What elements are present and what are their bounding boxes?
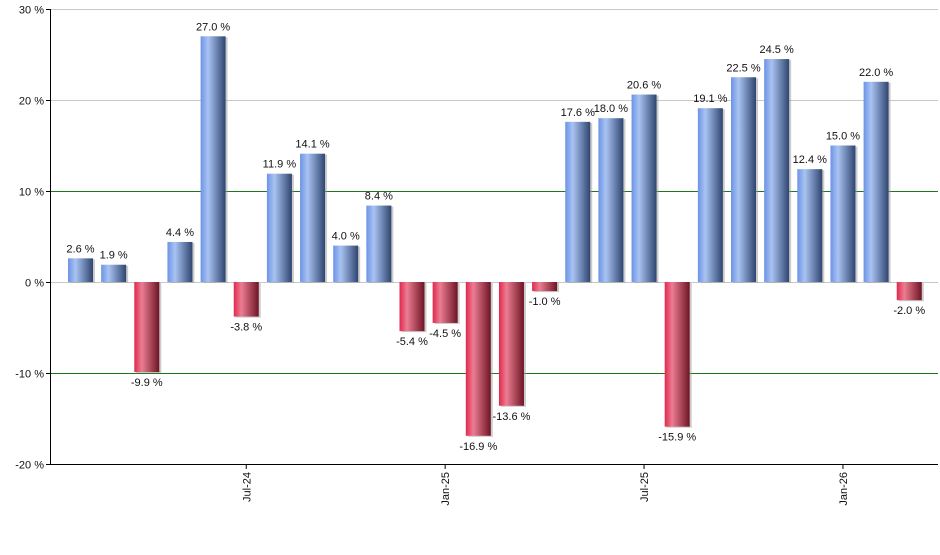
data-label: 12.4 % xyxy=(793,154,827,166)
bar xyxy=(664,282,690,427)
bar xyxy=(863,81,889,282)
bar xyxy=(134,282,160,373)
data-label: -9.9 % xyxy=(131,377,163,389)
data-label: -4.5 % xyxy=(429,328,461,340)
data-label: 4.4 % xyxy=(166,227,194,239)
bar xyxy=(830,145,856,282)
bar xyxy=(68,258,93,282)
y-tick-label: -20 % xyxy=(15,460,44,472)
data-label: -16.9 % xyxy=(459,441,497,453)
bar xyxy=(167,241,193,282)
bar xyxy=(101,264,127,282)
data-label: 8.4 % xyxy=(365,191,393,203)
data-label: -15.9 % xyxy=(658,432,696,444)
data-label: 15.0 % xyxy=(826,131,860,143)
data-label: 24.5 % xyxy=(760,44,794,56)
bar xyxy=(532,282,558,292)
bar xyxy=(764,59,790,282)
data-label: -13.6 % xyxy=(492,411,530,423)
bar xyxy=(731,77,756,282)
y-tick-label: -10 % xyxy=(15,369,44,381)
data-label: 11.9 % xyxy=(263,159,297,171)
bar xyxy=(300,153,326,282)
bar xyxy=(233,282,259,317)
data-label: 2.6 % xyxy=(66,243,94,255)
y-tick-label: 30 % xyxy=(19,5,44,17)
bar xyxy=(797,169,823,282)
data-label: 14.1 % xyxy=(295,139,329,151)
data-label: 19.1 % xyxy=(693,93,727,105)
data-label: 1.9 % xyxy=(100,250,128,262)
bar xyxy=(266,173,292,282)
bar xyxy=(399,282,425,332)
bar xyxy=(631,94,657,282)
data-label: 4.0 % xyxy=(332,231,360,243)
x-tick-label: Jan-25 xyxy=(440,472,452,506)
data-label: 17.6 % xyxy=(561,107,595,119)
bar xyxy=(598,118,624,282)
x-tick-label: Jul-25 xyxy=(639,472,651,502)
bar xyxy=(200,36,226,282)
data-label: 20.6 % xyxy=(627,80,661,92)
data-label: -5.4 % xyxy=(396,336,428,348)
bar xyxy=(498,282,524,406)
y-tick-label: 10 % xyxy=(19,187,44,199)
data-label: 22.0 % xyxy=(859,67,893,79)
x-tick-label: Jul-24 xyxy=(241,472,253,502)
bar xyxy=(896,282,922,301)
bar xyxy=(465,282,491,436)
bar xyxy=(366,205,392,282)
data-label: 18.0 % xyxy=(594,103,628,115)
y-tick-label: 20 % xyxy=(19,96,44,108)
data-label: -2.0 % xyxy=(893,305,925,317)
y-tick-label: 0 % xyxy=(25,278,44,290)
x-tick-label: Jan-26 xyxy=(838,472,850,506)
bar xyxy=(333,245,359,282)
data-label: -1.0 % xyxy=(529,296,561,308)
data-label: -3.8 % xyxy=(230,322,262,334)
data-label: 22.5 % xyxy=(726,62,760,74)
bar xyxy=(697,108,723,282)
data-label: 27.0 % xyxy=(196,21,230,33)
bar xyxy=(565,121,591,282)
bar xyxy=(432,282,458,323)
